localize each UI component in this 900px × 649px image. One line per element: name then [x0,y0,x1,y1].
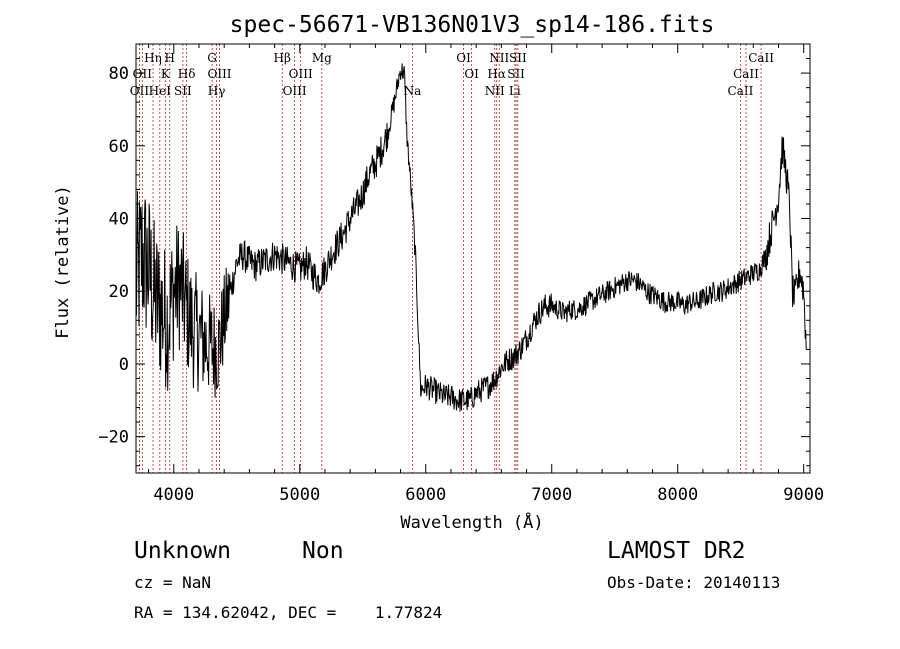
line-label-26-0: CaII [748,51,774,65]
line-label-18-0: NII [485,84,505,98]
line-label-4-0: K [161,67,171,81]
spectral-line-markers: OII OII Hη HeI KH SII Hδ G Hγ OIII Hβ OIII OIII Mg Na O… [130,44,774,473]
y-tick-label-20: 20 [109,282,129,302]
line-label-8-0: G [207,51,217,65]
line-label-24-0: CaII [728,84,754,98]
x-tick-label-7000: 7000 [531,485,572,505]
x-tick-label-9000: 9000 [783,485,824,505]
spectral-subclass: Non [302,538,344,564]
chart-title: spec-56671-VB136N01V3_sp14-186.fits [230,12,715,38]
plot-frame [135,43,811,474]
x-tick-label-4000: 4000 [153,485,194,505]
y-tick-label--20: −20 [98,428,129,448]
line-label-2-0: Hη [144,51,162,65]
line-label-5-0: H [165,51,175,65]
spectrum-line [135,63,807,412]
line-label-15-0: Na [404,84,422,98]
line-label-14-0: Mg [312,51,332,65]
line-label-1-0: OII [133,67,153,81]
y-tick-label-0: 0 [119,355,129,375]
line-label-21-0: Li [509,84,521,98]
axis-ticks: 4000 5000 6000 7000 8000 9000 −20 0 20 40 60 80 [98,44,824,505]
line-label-12-0: OIII [283,84,307,98]
line-label-0-0: OII [130,84,150,98]
spectral-class: Unknown [134,538,231,564]
x-axis-label: Wavelength (Å) [400,511,543,533]
line-label-6-0: SII [174,84,192,98]
redshift-readout: cz = NaN [134,573,212,592]
line-label-10-0: OIII [207,67,231,81]
x-tick-label-6000: 6000 [405,485,446,505]
line-label-16-0: OI [456,51,471,65]
y-tick-label-80: 80 [109,64,129,84]
line-label-20-0: NII [489,51,509,65]
obs-date: Obs-Date: 20140113 [607,573,781,592]
y-tick-label-60: 60 [109,137,129,157]
line-label-17-0: OI [464,67,479,81]
x-tick-label-8000: 8000 [657,485,698,505]
line-label-13-0: OIII [289,67,313,81]
line-label-9-0: Hγ [208,84,226,98]
x-tick-label-5000: 5000 [279,485,320,505]
line-label-3-0: HeI [149,84,172,98]
y-axis-label: Flux (relative) [53,185,73,339]
spectrum-series [135,63,807,412]
line-label-22-0: SII [507,67,525,81]
survey-name: LAMOST DR2 [607,538,746,564]
y-tick-label-40: 40 [109,210,129,230]
line-label-7-0: Hδ [178,67,196,81]
line-label-11-0: Hβ [274,51,291,65]
line-label-23-0: SII [509,51,527,65]
line-label-19-0: Hα [487,67,506,81]
coordinates-readout: RA = 134.62042, DEC = 1.77824 [134,603,443,622]
line-label-25-0: CaII [733,67,759,81]
